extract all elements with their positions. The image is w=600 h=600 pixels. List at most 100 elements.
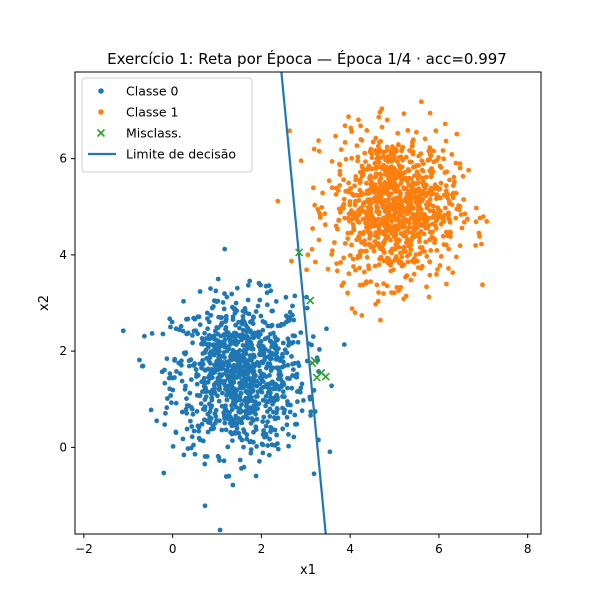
- data-point: [362, 242, 368, 248]
- data-point: [276, 346, 281, 351]
- data-point: [254, 444, 259, 449]
- data-point: [285, 362, 291, 368]
- data-point: [189, 434, 195, 440]
- data-point: [342, 140, 348, 145]
- data-point: [383, 219, 389, 225]
- data-point: [342, 215, 347, 221]
- data-point: [352, 210, 358, 216]
- data-point: [264, 384, 270, 390]
- data-point: [246, 363, 252, 369]
- data-point: [291, 434, 297, 440]
- data-point: [242, 308, 248, 313]
- data-point: [442, 170, 448, 175]
- data-point: [390, 144, 395, 150]
- data-point: [166, 375, 172, 381]
- data-point: [381, 291, 386, 296]
- data-point: [252, 383, 257, 388]
- data-point: [322, 222, 328, 228]
- data-point: [172, 375, 177, 380]
- data-point: [237, 348, 243, 353]
- data-point: [192, 361, 198, 366]
- data-point: [170, 444, 176, 449]
- data-point: [420, 179, 426, 184]
- data-point: [327, 449, 333, 455]
- data-point: [180, 328, 186, 334]
- data-point: [345, 230, 351, 236]
- data-point: [263, 423, 269, 429]
- classe-0-points: [120, 246, 347, 533]
- data-point: [183, 350, 189, 356]
- data-point: [333, 133, 338, 139]
- data-point: [309, 342, 314, 348]
- data-point: [436, 213, 442, 219]
- data-point: [338, 260, 343, 265]
- data-point: [385, 260, 391, 266]
- data-point: [396, 155, 402, 160]
- data-point: [364, 191, 370, 196]
- data-point: [435, 267, 440, 272]
- data-point: [226, 330, 231, 336]
- data-point: [416, 163, 421, 168]
- data-point: [220, 353, 226, 359]
- data-point: [248, 328, 253, 334]
- data-point: [353, 267, 358, 273]
- data-point: [357, 187, 363, 193]
- data-point: [257, 368, 263, 374]
- data-point: [248, 450, 254, 456]
- data-point: [290, 333, 296, 338]
- data-point: [162, 422, 168, 427]
- data-point: [232, 354, 238, 359]
- data-point: [428, 248, 434, 253]
- data-point: [408, 196, 414, 202]
- data-point: [317, 215, 323, 220]
- data-point: [164, 405, 170, 411]
- data-point: [285, 336, 291, 342]
- data-point: [408, 183, 414, 189]
- data-point: [367, 236, 372, 241]
- data-point: [233, 422, 239, 427]
- data-point: [355, 154, 361, 160]
- data-point: [341, 201, 347, 207]
- data-point: [389, 219, 395, 224]
- data-point: [255, 406, 260, 411]
- y-tick-label: 4: [59, 248, 67, 262]
- data-point: [173, 326, 179, 332]
- data-point: [251, 429, 256, 435]
- x-tick-label: 4: [346, 542, 354, 556]
- data-point: [410, 206, 416, 211]
- data-point: [214, 418, 219, 424]
- data-point: [350, 256, 356, 262]
- data-point: [254, 378, 259, 384]
- data-point: [379, 124, 385, 130]
- data-point: [290, 361, 295, 367]
- data-point: [427, 272, 433, 278]
- data-point: [401, 296, 407, 302]
- data-point: [273, 386, 279, 391]
- data-point: [372, 160, 378, 166]
- data-point: [329, 185, 335, 191]
- data-point: [315, 207, 321, 212]
- data-point: [282, 407, 287, 413]
- data-point: [280, 426, 286, 432]
- data-point: [424, 174, 429, 180]
- data-point: [223, 326, 228, 332]
- data-point: [373, 301, 378, 307]
- data-point: [368, 223, 374, 228]
- data-point: [376, 114, 382, 120]
- data-point: [200, 361, 206, 367]
- data-point: [398, 250, 403, 256]
- data-point: [279, 321, 284, 327]
- data-point: [209, 305, 215, 311]
- data-point: [337, 183, 343, 188]
- data-point: [342, 123, 348, 129]
- data-point: [421, 221, 427, 227]
- y-axis-label: x2: [37, 295, 52, 311]
- data-point: [279, 364, 285, 370]
- data-point: [290, 303, 295, 309]
- data-point: [418, 99, 424, 105]
- data-point: [206, 333, 212, 338]
- data-point: [179, 378, 185, 384]
- data-point: [392, 196, 397, 202]
- data-point: [424, 284, 429, 290]
- data-point: [174, 369, 179, 374]
